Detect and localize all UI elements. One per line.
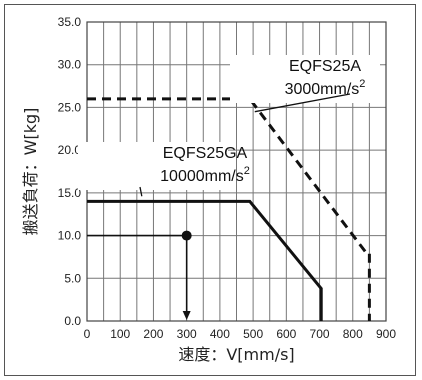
y-tick-label: 25.0 [58, 100, 82, 114]
annotation-background [230, 55, 380, 103]
y-tick-label: 0.0 [64, 314, 81, 328]
y-tick-label: 35.0 [58, 15, 82, 29]
x-tick-label: 900 [376, 327, 396, 341]
x-tick-label: 300 [177, 327, 197, 341]
y-axis-title: 搬送負荷：W[kg] [21, 108, 40, 236]
x-tick-label: 400 [210, 327, 230, 341]
annotation-leader-line [139, 186, 143, 197]
x-tick-label: 500 [243, 327, 263, 341]
annotation-background [78, 142, 228, 190]
x-tick-label: 700 [310, 327, 330, 341]
example-point [181, 230, 192, 241]
annotation-acceleration-label: 3000mm/s2 [285, 78, 366, 98]
y-tick-label: 30.0 [58, 58, 82, 72]
y-tick-label: 10.0 [58, 229, 82, 243]
x-tick-label: 600 [276, 327, 296, 341]
x-tick-label: 800 [343, 327, 363, 341]
y-tick-label: 15.0 [58, 186, 82, 200]
example-arrowhead [182, 311, 191, 320]
annotation-model-label: EQFS25A [289, 58, 361, 75]
annotation-superscript: 2 [359, 78, 365, 90]
annotation-superscript: 2 [244, 165, 250, 177]
series-line-eqfs25a [87, 97, 371, 321]
chart-frame [4, 4, 416, 376]
x-axis-title: 速度：V[mm/s] [178, 345, 294, 364]
annotation-leader-line [254, 93, 351, 113]
y-tick-label: 20.0 [58, 143, 82, 157]
y-tick-label: 5.0 [64, 271, 81, 285]
annotation-acceleration-label: 10000mm/s2 [160, 165, 250, 185]
series-line-eqfs25ga [87, 199, 323, 321]
annotation-model-label: EQFS25GA [163, 145, 248, 162]
x-tick-label: 0 [84, 327, 91, 341]
x-tick-label: 100 [110, 327, 130, 341]
x-tick-label: 200 [143, 327, 163, 341]
